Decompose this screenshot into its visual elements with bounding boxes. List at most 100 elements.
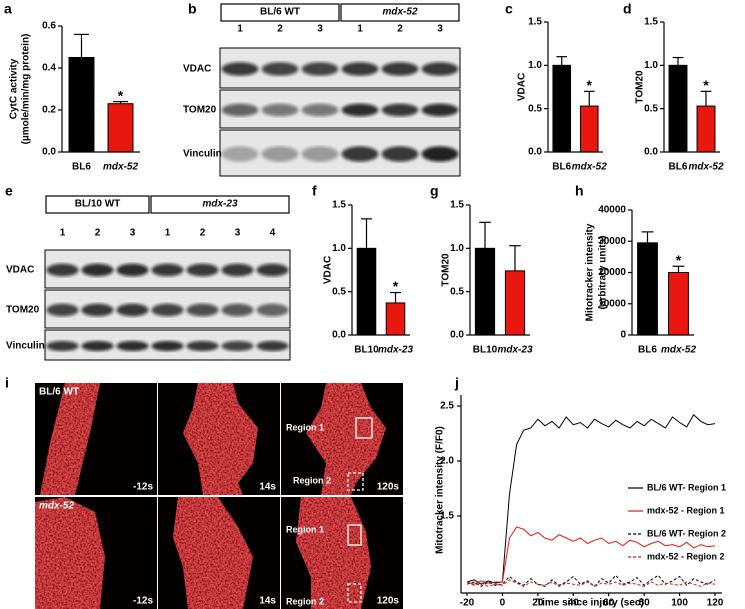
significance: * xyxy=(587,77,593,93)
y-tick-label: 1.5 xyxy=(450,200,464,211)
tissue xyxy=(40,383,100,495)
bar xyxy=(696,105,716,153)
significance: * xyxy=(676,252,682,268)
x-tick-label: mdx-23 xyxy=(378,345,413,356)
row-label: TOM20 xyxy=(6,305,40,316)
row-label: Vinculin xyxy=(6,341,45,352)
region-box xyxy=(355,417,373,439)
x-tick-label: 0 xyxy=(500,598,506,609)
region-label: Region 2 xyxy=(286,596,324,606)
y-tick-label: 1.5 xyxy=(440,511,454,522)
band xyxy=(261,103,299,117)
micrograph: 120s Region 1 Region 2 xyxy=(281,383,403,495)
y-tick-label: 10000 xyxy=(598,298,626,309)
band xyxy=(421,62,459,76)
x-tick-label: BL10 xyxy=(473,345,498,356)
panel-letter: f xyxy=(312,183,317,199)
region-label: Region 2 xyxy=(293,475,331,485)
panel-letter: d xyxy=(623,1,632,17)
y-axis-label: Mitotracker intensity (F/F0) xyxy=(435,426,446,554)
band xyxy=(261,146,299,162)
y-tick-label: 0.2 xyxy=(42,105,56,116)
band xyxy=(421,103,459,117)
y-tick-label: 1.5 xyxy=(332,200,346,211)
panel-letter: e xyxy=(5,183,13,199)
lane-label: 3 xyxy=(130,228,136,239)
band xyxy=(261,62,299,76)
legend-label: BL/6 WT- Region 2 xyxy=(647,528,726,538)
band xyxy=(81,263,114,277)
significance: * xyxy=(118,87,124,103)
micrograph: 14s xyxy=(158,383,280,495)
band xyxy=(46,303,79,317)
band xyxy=(81,303,114,317)
lane-label: 3 xyxy=(235,228,241,239)
panel-letter: b xyxy=(188,1,197,17)
band xyxy=(301,103,339,117)
series-line xyxy=(466,414,716,585)
band xyxy=(381,62,419,76)
y-axis-label: (arbitrary units) xyxy=(598,236,609,310)
group-label: mdx-23 xyxy=(202,199,237,210)
row-label: mdx-52 xyxy=(39,501,74,512)
x-tick-label: BL6 xyxy=(638,345,657,356)
x-tick-label: 120 xyxy=(707,598,724,609)
x-tick-label: 40 xyxy=(568,598,580,609)
time-label: 14s xyxy=(259,482,276,493)
lane-label: 1 xyxy=(165,228,171,239)
x-tick-label: BL6 xyxy=(552,162,571,173)
band xyxy=(221,263,254,277)
y-axis-label: CytC activity xyxy=(9,58,20,119)
legend-label: BL/6 WT- Region 1 xyxy=(647,482,726,492)
band xyxy=(381,146,419,162)
time-label: 120s xyxy=(377,482,400,493)
band xyxy=(221,303,254,317)
lane-label: 3 xyxy=(437,24,443,35)
bar xyxy=(474,247,496,336)
band xyxy=(151,340,184,352)
y-axis-label: TOM20 xyxy=(635,70,646,104)
group-box xyxy=(150,195,290,214)
significance: * xyxy=(703,77,709,93)
region-box xyxy=(347,524,362,546)
bar xyxy=(504,270,526,336)
band xyxy=(256,340,289,352)
band xyxy=(341,103,379,117)
panel-letter: a xyxy=(4,1,12,17)
x-tick-label: mdx-52 xyxy=(688,162,723,173)
panel-letter: h xyxy=(575,183,584,199)
group-label: BL/10 WT xyxy=(75,199,121,210)
row-label: VDAC xyxy=(183,64,211,75)
row-label: VDAC xyxy=(6,265,34,276)
y-tick-label: 0.0 xyxy=(450,330,464,341)
bar xyxy=(637,242,658,336)
y-tick-label: 20000 xyxy=(598,267,626,278)
y-tick-label: 1.0 xyxy=(332,243,346,254)
band xyxy=(301,62,339,76)
lane-label: 1 xyxy=(357,24,363,35)
y-axis-label: Mitotracker intensity xyxy=(585,223,596,321)
region-box xyxy=(347,583,362,603)
x-tick-label: mdx-23 xyxy=(497,345,532,356)
band xyxy=(116,263,149,277)
band xyxy=(341,146,379,162)
tissue xyxy=(173,497,253,609)
micrograph: -12s BL/6 WT xyxy=(35,383,157,495)
lane-label: 2 xyxy=(397,24,403,35)
bar xyxy=(668,64,688,153)
group-box xyxy=(220,3,340,22)
x-tick-label: -20 xyxy=(460,598,475,609)
y-tick-label: 1.0 xyxy=(528,60,542,71)
y-axis-label: TOM20 xyxy=(441,253,452,287)
band xyxy=(151,303,184,317)
region-label: Region 1 xyxy=(286,422,324,432)
group-box xyxy=(45,195,150,214)
y-tick-label: 0.0 xyxy=(528,147,542,158)
bar xyxy=(356,247,377,336)
blot-strip xyxy=(219,129,461,177)
significance: * xyxy=(393,278,399,294)
y-tick-label: 0.0 xyxy=(332,330,346,341)
y-axis-label: VDAC xyxy=(517,73,528,101)
row-label: BL/6 WT xyxy=(39,387,79,398)
legend-label: mdx-52 - Region 1 xyxy=(647,505,725,515)
